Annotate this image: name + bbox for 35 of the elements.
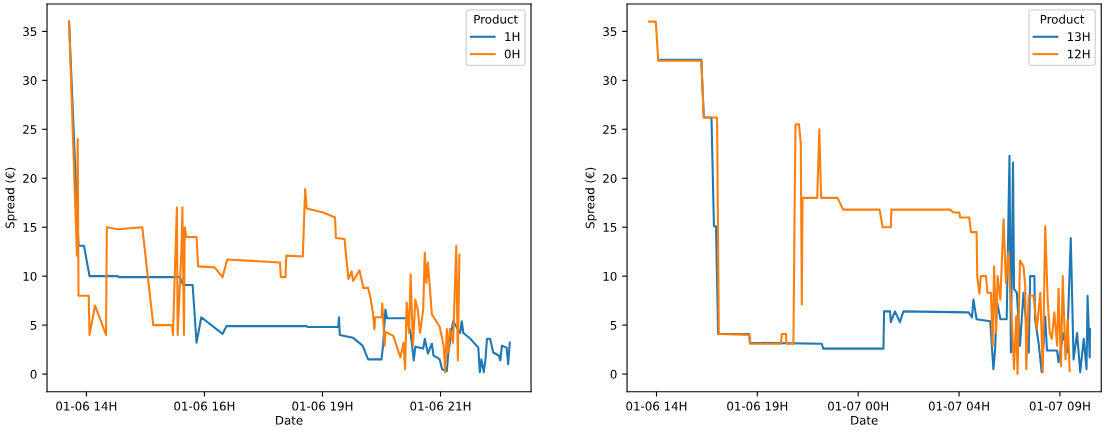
x-tick-label: 01-07 09H — [1029, 401, 1090, 411]
y-axis-title: Spread (€) — [585, 167, 597, 229]
y-tick-label: 0 — [30, 369, 37, 379]
x-axis-title: Date — [276, 415, 303, 425]
x-tick-label: 01-07 00H — [828, 401, 889, 411]
x-tick-label: 01-06 21H — [410, 401, 471, 411]
x-tick-label: 01-06 14H — [56, 401, 117, 411]
y-axis-title: Spread (€) — [5, 167, 17, 229]
x-axis-title: Date — [851, 415, 878, 425]
legend-title: Product — [1040, 14, 1085, 24]
y-tick-label: 20 — [603, 173, 617, 183]
legend-label: 1H — [505, 32, 520, 41]
y-tick-label: 0 — [610, 369, 617, 379]
y-tick-label: 20 — [23, 173, 37, 183]
y-tick-label: 5 — [610, 320, 617, 330]
legend-label: 12H — [1068, 49, 1090, 59]
y-tick-label: 15 — [603, 223, 617, 232]
y-tick-label: 10 — [603, 271, 617, 281]
y-tick-label: 5 — [30, 320, 37, 330]
x-tick-label: 01-06 19H — [727, 401, 788, 411]
y-tick-label: 35 — [603, 27, 617, 37]
legend-title: Product — [474, 14, 518, 24]
y-tick-label: 30 — [603, 76, 617, 85]
y-tick-label: 15 — [23, 223, 37, 232]
y-tick-label: 30 — [23, 76, 37, 85]
x-tick-label: 01-06 19H — [292, 401, 353, 411]
y-tick-label: 25 — [603, 125, 617, 134]
y-tick-label: 25 — [23, 125, 37, 134]
legend-label: 0H — [504, 49, 520, 59]
legend-label: 13H — [1068, 32, 1090, 42]
x-tick-label: 01-07 04H — [928, 401, 989, 411]
y-tick-label: 10 — [23, 271, 37, 281]
y-tick-label: 35 — [23, 27, 37, 37]
x-tick-label: 01-06 14H — [626, 401, 687, 411]
x-tick-label: 01-06 16H — [174, 401, 235, 411]
